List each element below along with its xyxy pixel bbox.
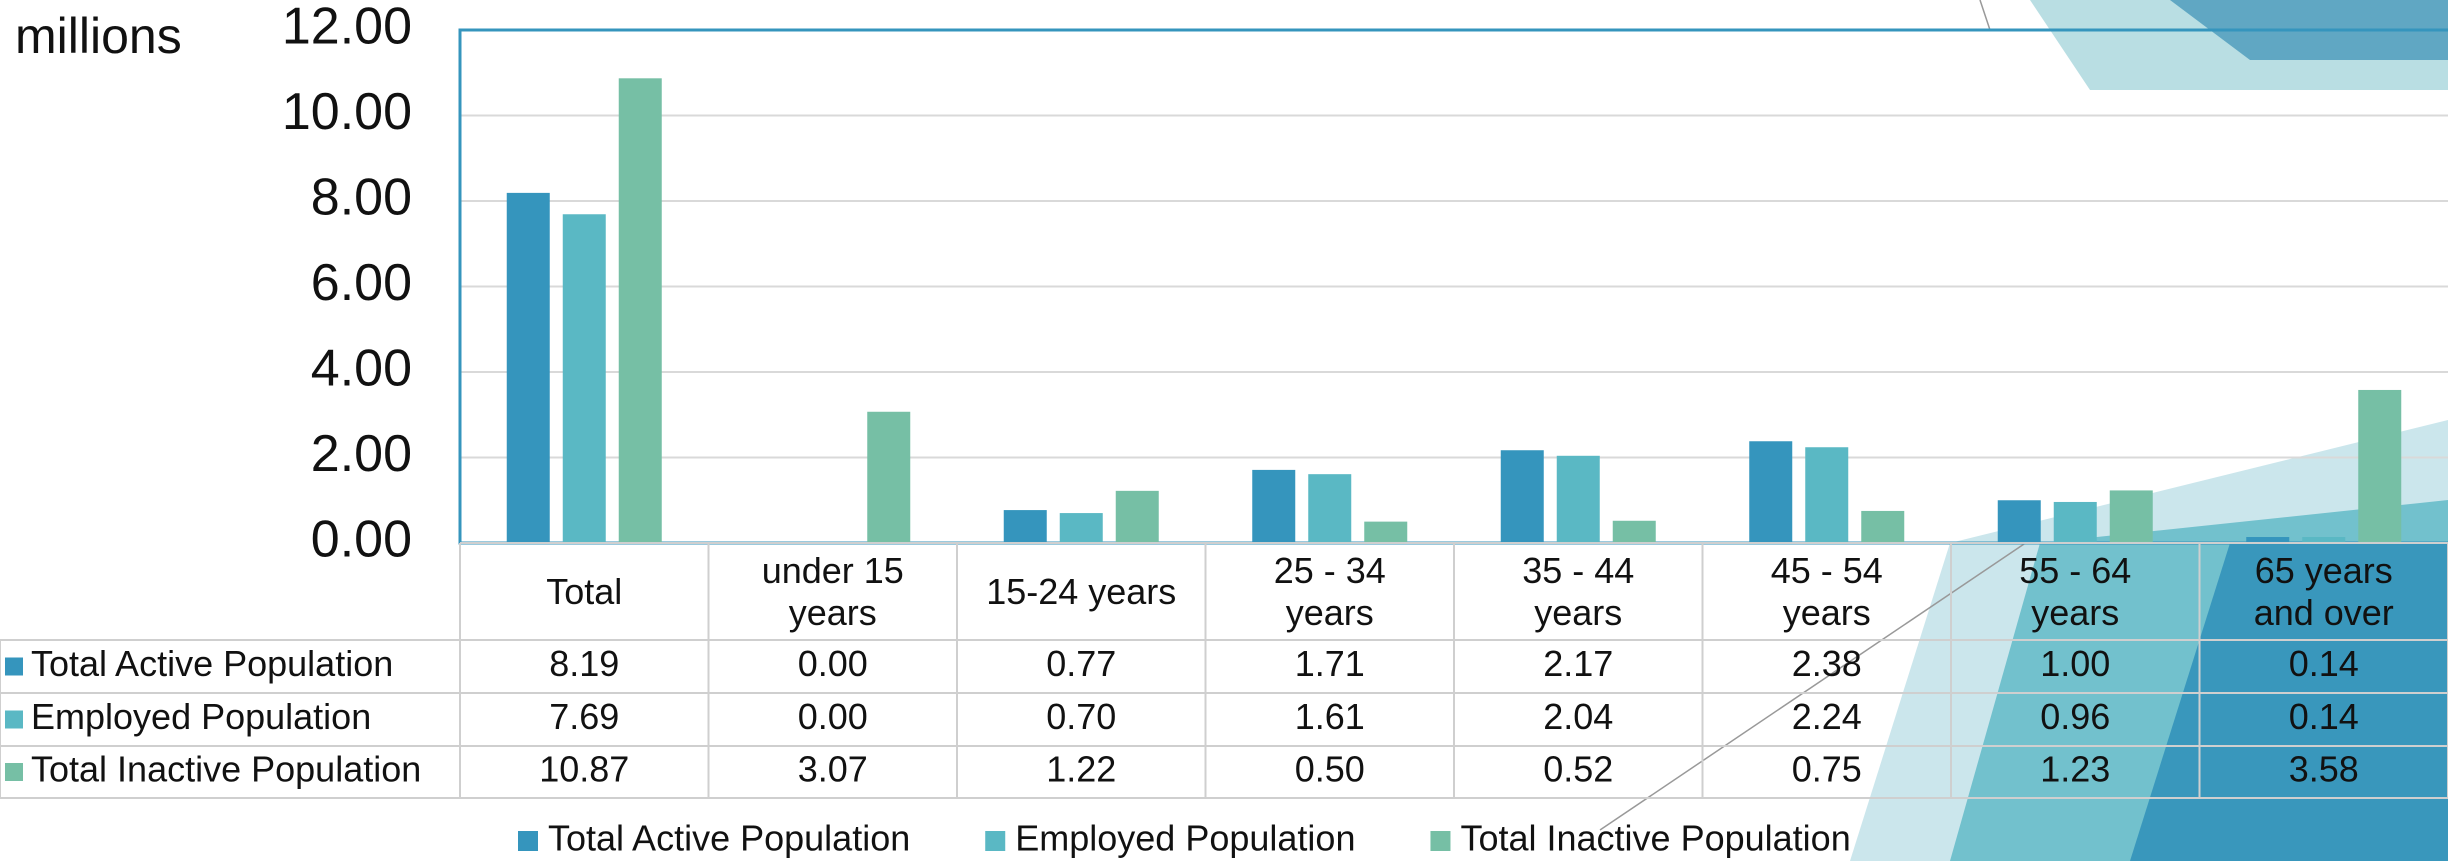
y-tick-label: 8.00 bbox=[311, 169, 412, 227]
table-value: 1.00 bbox=[2040, 643, 2110, 684]
bar bbox=[1116, 491, 1159, 543]
table-value: 0.14 bbox=[2289, 696, 2359, 737]
table-value: 0.77 bbox=[1046, 643, 1116, 684]
category-label: 55 - 64 years bbox=[1951, 543, 2200, 640]
table-value: 2.04 bbox=[1543, 696, 1613, 737]
legend-key bbox=[1430, 831, 1450, 851]
table-value: 2.38 bbox=[1792, 643, 1862, 684]
table-value: 1.23 bbox=[2040, 749, 2110, 790]
y-tick-label: 0.00 bbox=[311, 511, 412, 569]
table-value: 1.61 bbox=[1295, 696, 1365, 737]
bar bbox=[1501, 450, 1544, 543]
page: millions 0.00 2.00 4.00 6.00 8.00 10.00 12.00 T… bbox=[0, 0, 2448, 861]
table-value: 0.75 bbox=[1792, 749, 1862, 790]
table-value: 0.14 bbox=[2289, 643, 2359, 684]
bar bbox=[619, 78, 662, 543]
table-value: 3.07 bbox=[798, 749, 868, 790]
bar bbox=[2110, 490, 2153, 543]
bar bbox=[1004, 510, 1047, 543]
table-value: 2.24 bbox=[1792, 696, 1862, 737]
bar bbox=[2054, 502, 2097, 543]
bar bbox=[1613, 521, 1656, 543]
table-value: 1.71 bbox=[1295, 643, 1365, 684]
table-value: 0.50 bbox=[1295, 749, 1365, 790]
category-label: Total bbox=[460, 543, 709, 640]
bar bbox=[2358, 390, 2401, 543]
table-value: 0.70 bbox=[1046, 696, 1116, 737]
table-value: 0.96 bbox=[2040, 696, 2110, 737]
category-label: 25 - 34 years bbox=[1206, 543, 1455, 640]
category-label: 45 - 54 years bbox=[1703, 543, 1952, 640]
table-value: 1.22 bbox=[1046, 749, 1116, 790]
bar bbox=[1364, 522, 1407, 543]
y-axis-label: millions bbox=[15, 8, 182, 64]
bar bbox=[507, 193, 550, 543]
legend-key bbox=[518, 831, 538, 851]
chart: millions 0.00 2.00 4.00 6.00 8.00 10.00 12.00 T… bbox=[0, 0, 2448, 861]
legend-key bbox=[5, 658, 23, 676]
legend-key bbox=[5, 711, 23, 729]
bar bbox=[1749, 441, 1792, 543]
bar bbox=[1060, 513, 1103, 543]
category-label: 15-24 years bbox=[957, 543, 1206, 640]
table-value: 0.00 bbox=[798, 696, 868, 737]
row-header: Total Inactive Population bbox=[31, 749, 421, 790]
bar bbox=[867, 412, 910, 543]
category-label: 65 years and over bbox=[2200, 543, 2448, 640]
legend-label: Total Active Population bbox=[548, 818, 910, 859]
category-label: under 15 years bbox=[709, 543, 958, 640]
row-header: Employed Population bbox=[31, 696, 371, 737]
table-value: 3.58 bbox=[2289, 749, 2359, 790]
table-value: 7.69 bbox=[549, 696, 619, 737]
row-header: Total Active Population bbox=[31, 643, 393, 684]
bar bbox=[1805, 447, 1848, 543]
bar bbox=[1861, 511, 1904, 543]
table-value: 0.52 bbox=[1543, 749, 1613, 790]
bar bbox=[563, 214, 606, 543]
bar bbox=[1998, 500, 2041, 543]
y-tick-label: 10.00 bbox=[282, 83, 412, 141]
bar bbox=[1308, 474, 1351, 543]
y-tick-label: 4.00 bbox=[311, 340, 412, 398]
legend-label: Total Inactive Population bbox=[1460, 818, 1850, 859]
table-value: 0.00 bbox=[798, 643, 868, 684]
bar bbox=[1252, 470, 1295, 543]
table-value: 8.19 bbox=[549, 643, 619, 684]
legend-label: Employed Population bbox=[1015, 818, 1355, 859]
y-tick-label: 6.00 bbox=[311, 254, 412, 312]
y-tick-label: 12.00 bbox=[282, 0, 412, 56]
legend-key bbox=[985, 831, 1005, 851]
table-value: 2.17 bbox=[1543, 643, 1613, 684]
category-label: 35 - 44 years bbox=[1454, 543, 1703, 640]
bar bbox=[1557, 456, 1600, 543]
table-value: 10.87 bbox=[539, 749, 629, 790]
y-tick-label: 2.00 bbox=[311, 425, 412, 483]
legend-key bbox=[5, 763, 23, 781]
